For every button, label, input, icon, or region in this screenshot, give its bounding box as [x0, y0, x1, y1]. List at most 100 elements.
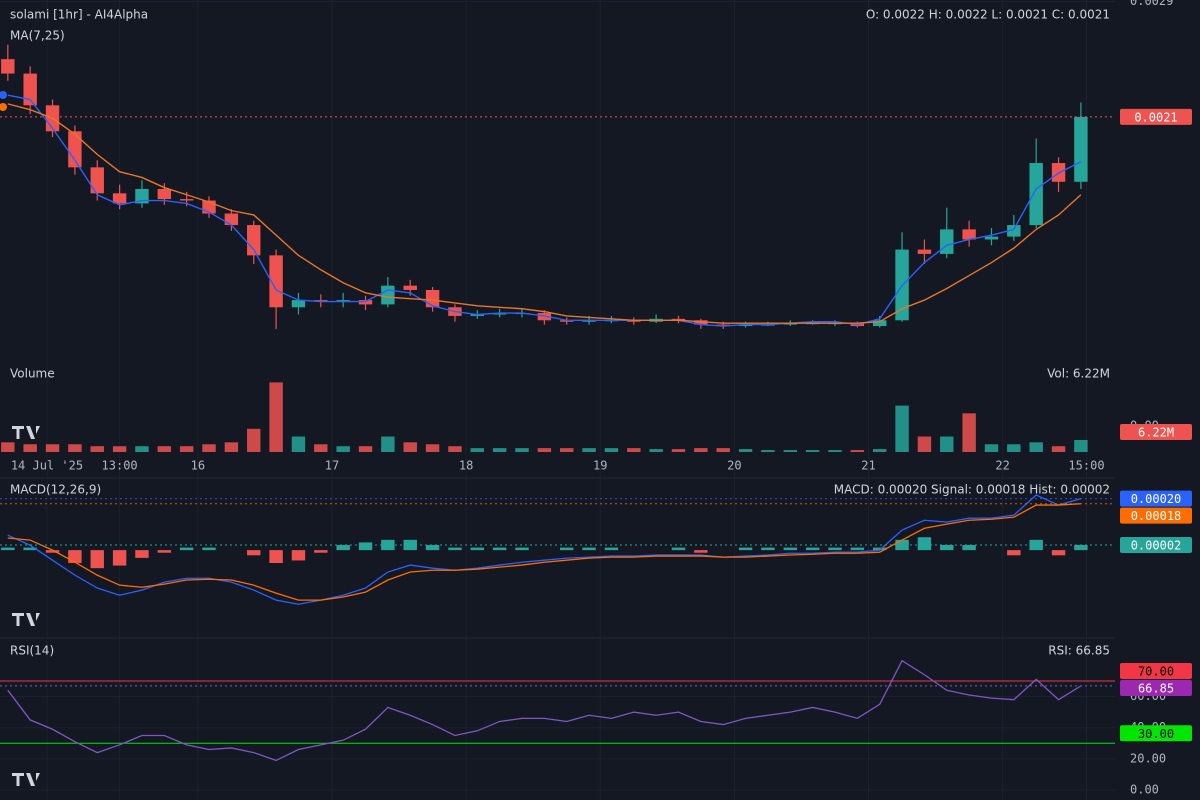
- rsi-line: [7, 659, 1082, 762]
- x-tick-label: 21: [861, 459, 875, 473]
- price-tag: [1120, 679, 1192, 696]
- volume-bar: [805, 450, 820, 452]
- candle-body: [738, 324, 753, 327]
- macd-histogram-bar: [805, 547, 820, 551]
- volume-bar: [895, 405, 909, 452]
- pane-title: Volume: [10, 367, 55, 381]
- volume-bar: [582, 448, 596, 452]
- volume-bar: [940, 436, 954, 452]
- price-tag-label: 30.00: [1138, 727, 1174, 741]
- volume-bar: [537, 448, 552, 452]
- candle-body: [157, 188, 172, 200]
- volume-bar: [291, 436, 306, 452]
- macd-histogram-bar: [671, 547, 686, 551]
- macd-histogram-bar: [314, 550, 328, 553]
- candle-body: [135, 188, 149, 204]
- candle-body: [917, 249, 932, 254]
- macd-histogram-bar: [247, 550, 261, 556]
- volume-bar: [515, 448, 529, 452]
- price-tag-label: 6.22M: [1138, 425, 1174, 439]
- price-tag: [1120, 108, 1192, 125]
- price-tag-label: 0.00018: [1131, 509, 1182, 523]
- candle-body: [336, 300, 350, 302]
- candle-body: [269, 255, 283, 308]
- price-tag: [1120, 507, 1192, 524]
- candle-body: [23, 73, 37, 106]
- volume-bar: [403, 442, 417, 452]
- macd-line: [7, 503, 1081, 601]
- candle-body: [90, 167, 104, 194]
- macd-histogram-bar: [157, 550, 172, 553]
- y-tick-label: 0.00: [1130, 783, 1159, 797]
- macd-histogram-bar: [492, 547, 507, 551]
- volume-bar: [1051, 446, 1066, 452]
- price-tag: [1120, 725, 1192, 742]
- candle-body: [537, 313, 552, 321]
- volume-bar: [381, 436, 395, 452]
- macd-histogram-bar: [761, 547, 775, 551]
- macd-histogram-bar: [828, 547, 842, 551]
- volume-bar: [850, 450, 865, 452]
- candle-body: [783, 323, 797, 325]
- macd-histogram-bar: [202, 547, 216, 551]
- pane-summary: Vol: 6.22M: [1047, 367, 1110, 381]
- candle-body: [582, 320, 596, 322]
- volume-bar: [560, 448, 574, 452]
- candle-body: [470, 314, 485, 316]
- volume-bar: [179, 446, 194, 452]
- volume-bar: [738, 449, 753, 452]
- candle-body: [68, 131, 82, 168]
- x-tick-label: 18: [459, 459, 473, 473]
- macd-histogram-bar: [90, 550, 104, 569]
- x-tick-label: 20: [727, 459, 741, 473]
- macd-histogram-bar: [1, 547, 15, 551]
- macd-histogram-bar: [515, 547, 529, 551]
- macd-histogram-bar: [872, 547, 887, 551]
- volume-bar: [1, 442, 15, 452]
- candle-body: [492, 313, 507, 315]
- logo-mark: [12, 773, 40, 786]
- volume-bar: [112, 446, 127, 452]
- price-tag-label: 0.0021: [1134, 110, 1177, 124]
- macd-histogram-bar: [917, 537, 932, 551]
- macd-histogram-bar: [135, 550, 149, 558]
- macd-histogram-bar: [895, 539, 909, 551]
- x-tick-label: 17: [325, 459, 339, 473]
- y-tick-label: 0.0029: [1130, 0, 1173, 8]
- volume-bar: [962, 413, 976, 452]
- macd-line: [7, 494, 1082, 605]
- candle-body: [224, 213, 239, 226]
- volume-bar: [247, 428, 261, 452]
- ma-start-dot: [0, 103, 7, 111]
- candle-body: [560, 320, 574, 322]
- volume-bar: [1029, 442, 1043, 452]
- volume-bar: [425, 444, 440, 452]
- volume-bar: [224, 442, 239, 452]
- volume-bar: [90, 446, 104, 452]
- price-tag: [1120, 662, 1192, 679]
- candle-body: [627, 320, 641, 322]
- volume-bar: [604, 448, 619, 452]
- grid: [0, 0, 1115, 800]
- macd-histogram-bar: [940, 544, 954, 551]
- price-tag-label: 66.85: [1138, 681, 1174, 695]
- candle-body: [962, 229, 976, 240]
- chart-title: solami [1hr] - AI4Alpha: [10, 8, 148, 22]
- volume-bar: [202, 444, 216, 452]
- volume-bar: [1007, 444, 1021, 452]
- candle-body: [425, 289, 440, 308]
- pane-title: RSI(14): [10, 644, 54, 658]
- volume-bar: [470, 448, 485, 452]
- y-tick-label: 20.00: [1130, 751, 1166, 765]
- price-tag-label: 0.00002: [1131, 538, 1182, 552]
- volume-bar: [627, 448, 641, 452]
- x-tick-label: 14 Jul '25: [11, 459, 83, 473]
- volume-bar: [1074, 439, 1088, 452]
- price-tag: [1120, 423, 1192, 440]
- macd-histogram-bar: [738, 547, 753, 551]
- price-tag: [1120, 490, 1192, 507]
- volume-bar: [135, 446, 149, 452]
- candle-body: [381, 285, 395, 305]
- candle-body: [872, 320, 887, 327]
